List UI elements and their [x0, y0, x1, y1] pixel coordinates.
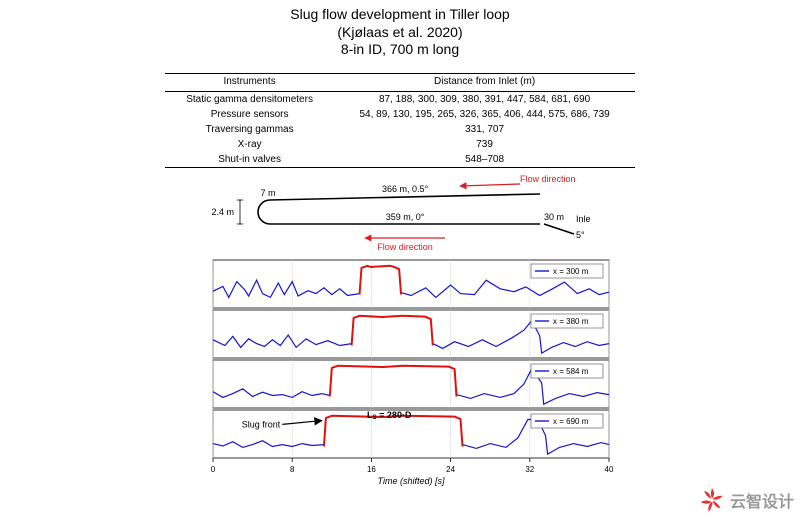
table-row: Shut-in valves548–708	[165, 152, 635, 167]
svg-text:Flow direction: Flow direction	[377, 242, 433, 252]
svg-text:7 m: 7 m	[260, 188, 275, 198]
svg-text:Slug front: Slug front	[242, 419, 281, 429]
svg-text:x = 300 m: x = 300 m	[553, 267, 589, 276]
svg-text:Flow direction: Flow direction	[520, 174, 576, 184]
table-row: Pressure sensors54, 89, 130, 195, 265, 3…	[165, 107, 635, 122]
instruments-table-wrap: Instruments Distance from Inlet (m) Stat…	[165, 73, 635, 168]
cell-instrument: Pressure sensors	[165, 107, 334, 122]
cell-distance: 548–708	[334, 152, 635, 167]
svg-text:359 m, 0°: 359 m, 0°	[386, 212, 425, 222]
cell-distance: 739	[334, 137, 635, 152]
title-block: Slug flow development in Tiller loop (Kj…	[0, 0, 800, 59]
instruments-table: Instruments Distance from Inlet (m) Stat…	[165, 73, 635, 168]
col-header-distance: Distance from Inlet (m)	[334, 73, 635, 91]
cell-distance: 331, 707	[334, 122, 635, 137]
svg-text:x = 690 m: x = 690 m	[553, 417, 589, 426]
cell-instrument: Static gamma densitometers	[165, 91, 334, 107]
svg-text:24: 24	[446, 465, 455, 474]
table-row: Traversing gammas331, 707	[165, 122, 635, 137]
title-line-3: 8-in ID, 700 m long	[0, 41, 800, 59]
svg-text:32: 32	[525, 465, 534, 474]
col-header-instruments: Instruments	[165, 73, 334, 91]
svg-text:40: 40	[605, 465, 614, 474]
svg-text:Inlet: Inlet	[576, 214, 590, 224]
svg-text:30 m: 30 m	[544, 212, 564, 222]
svg-text:0: 0	[211, 465, 216, 474]
svg-text:x = 380 m: x = 380 m	[553, 317, 589, 326]
svg-text:8: 8	[290, 465, 295, 474]
svg-text:Time (shifted) [s]: Time (shifted) [s]	[378, 476, 445, 486]
cell-instrument: Shut-in valves	[165, 152, 334, 167]
svg-text:5°: 5°	[576, 230, 585, 240]
cell-instrument: Traversing gammas	[165, 122, 334, 137]
table-row: X-ray739	[165, 137, 635, 152]
cell-distance: 87, 188, 300, 309, 380, 391, 447, 584, 6…	[334, 91, 635, 107]
cell-distance: 54, 89, 130, 195, 265, 326, 365, 406, 44…	[334, 107, 635, 122]
title-line-2: (Kjølaas et al. 2020)	[0, 24, 800, 42]
title-line-1: Slug flow development in Tiller loop	[0, 6, 800, 24]
svg-text:366 m, 0.5°: 366 m, 0.5°	[382, 184, 429, 194]
watermark: 云智设计	[698, 486, 794, 514]
svg-text:16: 16	[367, 465, 376, 474]
cell-instrument: X-ray	[165, 137, 334, 152]
svg-text:2.4 m: 2.4 m	[211, 207, 234, 217]
slug-timeseries-stack: x = 300 m x = 380 m x = 584 m x = 690 m Slug…	[185, 256, 615, 486]
table-row: Static gamma densitometers87, 188, 300, …	[165, 91, 635, 107]
svg-text:x = 584 m: x = 584 m	[553, 367, 589, 376]
watermark-logo-icon	[698, 486, 726, 514]
loop-schematic: 2.4 m 7 m 366 m, 0.5° 359 m, 0° Flow directi…	[210, 174, 590, 254]
watermark-text: 云智设计	[730, 488, 794, 512]
